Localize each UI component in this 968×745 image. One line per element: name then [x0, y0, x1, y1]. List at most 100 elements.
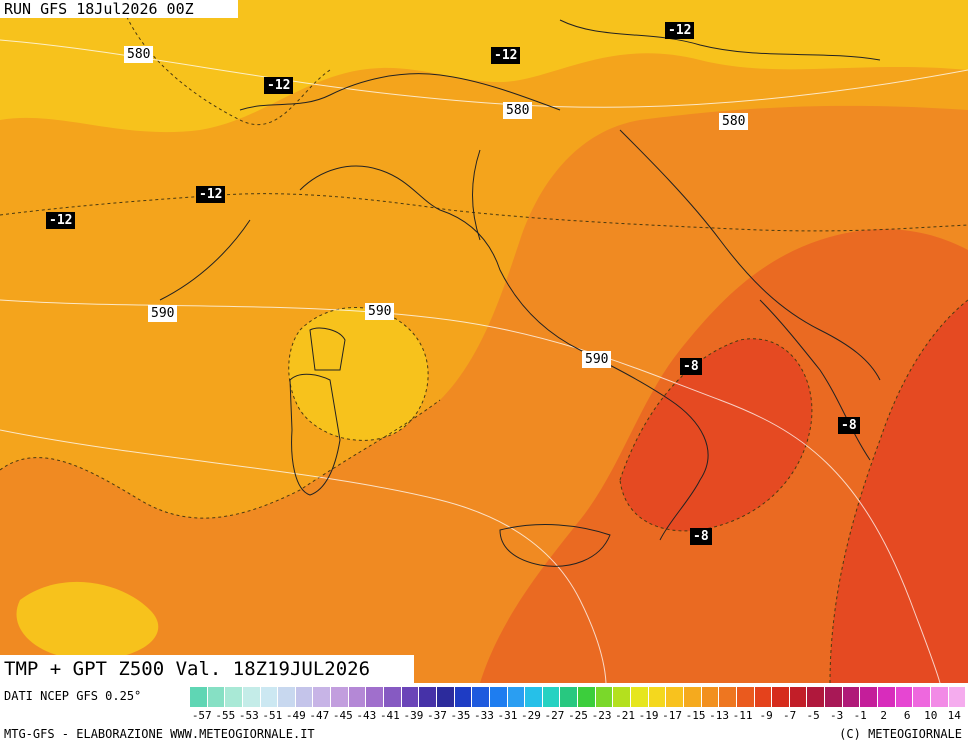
legend-swatch [719, 687, 737, 707]
legend-swatch [419, 687, 437, 707]
legend-swatch [472, 687, 490, 707]
coastlines [159, 19, 881, 567]
field-patch-1 [288, 307, 429, 441]
temperature-label: -8 [838, 417, 860, 434]
legend-tick: -5 [806, 709, 820, 722]
legend-swatch [295, 687, 314, 707]
legend-swatch [542, 687, 561, 707]
geopotential-label: 590 [148, 305, 178, 322]
legend-tick: -47 [309, 709, 330, 722]
legend-swatch [242, 687, 261, 707]
legend-tick: -43 [356, 709, 377, 722]
legend-swatch [666, 687, 684, 707]
legend-swatch [384, 687, 402, 707]
legend-swatch [860, 687, 878, 707]
color-legend [190, 687, 967, 707]
legend-swatch [278, 687, 296, 707]
legend-tick: -21 [615, 709, 635, 722]
field-patch-2 [16, 581, 159, 660]
legend-tick: -53 [238, 709, 259, 722]
legend-swatch [736, 687, 755, 707]
legend-tick: -19 [638, 709, 659, 722]
data-source: DATI NCEP GFS 0.25° [4, 689, 142, 703]
field-hot-2 [830, 300, 968, 683]
legend-swatch [789, 687, 808, 707]
temperature-label: -12 [665, 22, 695, 39]
legend-swatch [207, 687, 226, 707]
legend-swatch [913, 687, 931, 707]
field-hot-1 [620, 338, 812, 531]
legend-tick: -33 [474, 709, 494, 722]
geopotential-label: 580 [124, 46, 154, 63]
legend-tick: 6 [903, 709, 911, 722]
legend-swatch [648, 687, 667, 707]
legend-swatch [560, 687, 579, 707]
legend-swatch [683, 687, 702, 707]
legend-swatch [631, 687, 649, 707]
legend-tick: -57 [191, 709, 212, 722]
legend-swatch [701, 687, 720, 707]
legend-swatch [807, 687, 826, 707]
legend-swatch [578, 687, 596, 707]
legend-swatch [772, 687, 790, 707]
legend-tick: -45 [332, 709, 353, 722]
temperature-map: RUN GFS 18Jul2026 00Z -12 -12 -12 -12 -1… [0, 0, 968, 683]
legend-swatch [366, 687, 385, 707]
legend-tick: -25 [568, 709, 588, 722]
legend-swatch [930, 687, 949, 707]
legend-swatch [525, 687, 543, 707]
legend-tick: -31 [497, 709, 518, 722]
temperature-label: -12 [491, 47, 521, 64]
legend-swatch [613, 687, 632, 707]
geopotential-label: 580 [503, 102, 533, 119]
legend-swatch [489, 687, 508, 707]
legend-tick: -15 [685, 709, 706, 722]
legend-tick: -1 [853, 709, 867, 722]
legend-tick: -13 [709, 709, 730, 722]
map-title: TMP + GPT Z500 Val. 18Z19JUL2026 [0, 655, 414, 683]
legend-tick: -55 [215, 709, 236, 722]
legend-swatch [225, 687, 243, 707]
legend-swatch [825, 687, 843, 707]
legend-swatch [507, 687, 526, 707]
legend-tick: -51 [262, 709, 283, 722]
geopotential-label: 580 [719, 113, 749, 130]
geopotential-label: 590 [582, 351, 612, 368]
legend-swatch [436, 687, 455, 707]
legend-tick: -49 [285, 709, 306, 722]
legend-ticks: -57 -55 -53 -51 -49 -47 -45 -43 -41 -39 -37 -35 -33-… [190, 709, 966, 723]
legend-swatch [190, 687, 208, 707]
legend-tick: 10 [924, 709, 938, 722]
legend-swatch [895, 687, 914, 707]
legend-tick: -3 [830, 709, 844, 722]
legend-tick: -27 [544, 709, 565, 722]
legend-tick: -35 [450, 709, 471, 722]
run-label: RUN GFS 18Jul2026 00Z [0, 0, 238, 18]
legend-swatch [260, 687, 279, 707]
legend-tick: -9 [759, 709, 773, 722]
legend-swatch [754, 687, 773, 707]
legend-swatch [948, 687, 967, 707]
credit-right: (C) METEOGIORNALE [839, 727, 962, 741]
map-canvas [0, 0, 968, 683]
temperature-label: -12 [264, 77, 294, 94]
legend-swatch [454, 687, 473, 707]
legend-swatch [595, 687, 614, 707]
legend-tick: -11 [732, 709, 753, 722]
legend-tick: -37 [426, 709, 447, 722]
geopotential-label: 590 [365, 303, 395, 320]
temperature-label: -12 [196, 186, 226, 203]
credit-left: MTG-GFS - ELABORAZIONE WWW.METEOGIORNALE… [4, 727, 315, 741]
legend-tick: -7 [783, 709, 797, 722]
legend-tick: -23 [591, 709, 612, 722]
legend-tick: -41 [379, 709, 400, 722]
footer: DATI NCEP GFS 0.25° -57 -55 -53 -51 -49 -47 -4… [0, 683, 968, 745]
legend-swatch [331, 687, 349, 707]
legend-tick: 2 [880, 709, 888, 722]
legend-swatch [313, 687, 332, 707]
legend-tick: -29 [521, 709, 541, 722]
legend-swatch [877, 687, 896, 707]
legend-swatch [842, 687, 861, 707]
legend-swatch [348, 687, 367, 707]
temperature-label: -12 [46, 212, 76, 229]
